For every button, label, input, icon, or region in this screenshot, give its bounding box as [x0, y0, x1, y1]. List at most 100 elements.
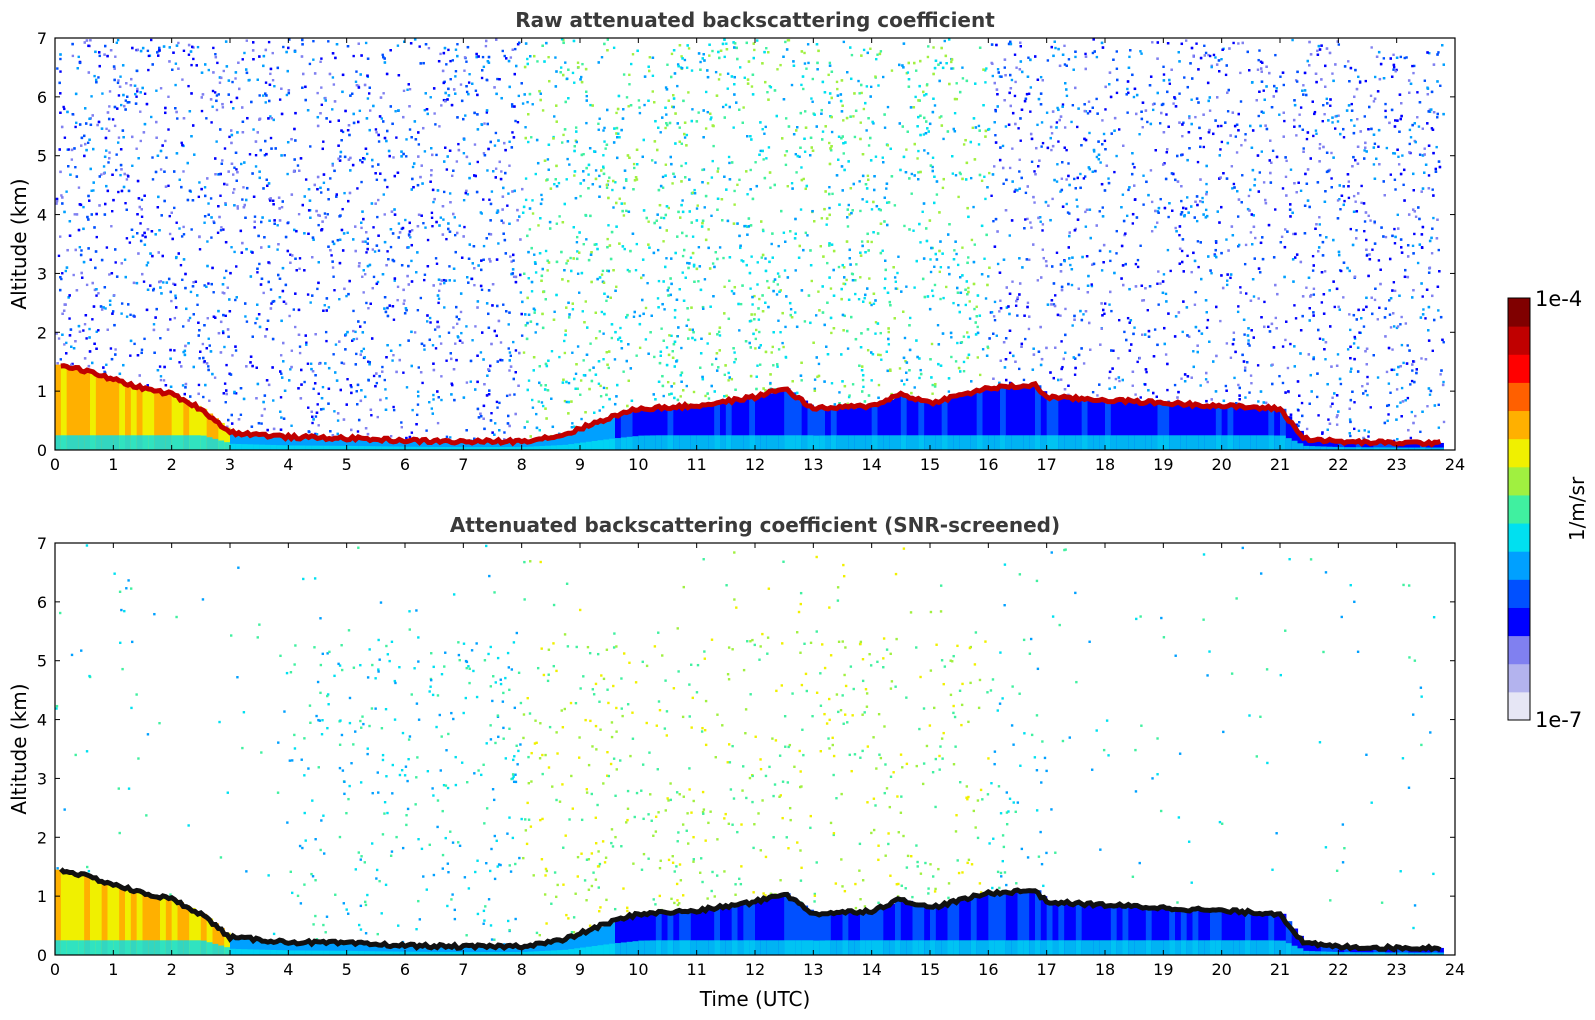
backscatter-cell	[760, 256, 763, 259]
backscatter-cell	[1279, 75, 1282, 78]
backscatter-cell	[1408, 442, 1415, 450]
backscatter-cell	[85, 283, 89, 287]
backscatter-cell	[1405, 56, 1408, 59]
backscatter-cell	[73, 213, 76, 216]
backscatter-cell	[550, 436, 558, 450]
backscatter-cell	[1140, 333, 1144, 336]
backscatter-cell	[498, 446, 505, 450]
backscatter-cell	[766, 435, 774, 450]
backscatter-cell	[1243, 369, 1247, 372]
backscatter-cell	[391, 359, 394, 362]
backscatter-cell	[207, 365, 210, 368]
backscatter-cell	[1372, 163, 1376, 166]
backscatter-cell	[167, 128, 170, 131]
backscatter-cell	[550, 350, 554, 353]
backscatter-cell	[801, 400, 809, 450]
backscatter-cell	[959, 435, 966, 450]
backscatter-cell	[847, 203, 850, 207]
backscatter-cell	[743, 76, 746, 79]
backscatter-cell	[129, 313, 132, 317]
backscatter-cell	[155, 89, 158, 92]
backscatter-cell	[1439, 84, 1442, 87]
backscatter-cell	[531, 199, 534, 202]
backscatter-cell	[392, 405, 395, 409]
backscatter-cell	[1384, 102, 1387, 106]
backscatter-cell	[950, 336, 953, 339]
backscatter-cell	[221, 330, 225, 333]
backscatter-cell	[1131, 384, 1134, 387]
backscatter-cell	[950, 60, 953, 64]
backscatter-cell	[376, 215, 379, 219]
backscatter-cell	[701, 168, 704, 172]
backscatter-cell	[1204, 208, 1208, 212]
backscatter-cell	[622, 370, 625, 373]
backscatter-cell	[104, 307, 107, 310]
backscatter-cell	[216, 61, 219, 65]
backscatter-cell	[783, 269, 787, 272]
backscatter-cell	[74, 125, 77, 129]
backscatter-cell	[602, 358, 605, 361]
backscatter-cell	[376, 280, 380, 284]
backscatter-cell	[355, 70, 358, 73]
backscatter-cell	[607, 224, 610, 227]
backscatter-cell	[440, 375, 443, 378]
backscatter-cell	[101, 92, 104, 95]
backscatter-cell	[292, 308, 296, 311]
backscatter-cell	[202, 395, 205, 399]
backscatter-cell	[1230, 165, 1234, 168]
backscatter-cell	[753, 313, 756, 316]
backscatter-cell	[367, 360, 370, 363]
backscatter-cell	[235, 443, 243, 450]
backscatter-cell	[208, 344, 211, 347]
backscatter-cell	[1060, 340, 1063, 343]
backscatter-cell	[1271, 149, 1275, 153]
backscatter-cell	[371, 248, 375, 251]
backscatter-cell	[602, 166, 605, 170]
backscatter-cell	[571, 422, 574, 425]
backscatter-cell	[364, 438, 371, 450]
backscatter-cell	[145, 264, 149, 267]
backscatter-cell	[1019, 139, 1022, 142]
backscatter-cell	[464, 114, 467, 117]
backscatter-cell	[782, 345, 785, 349]
backscatter-cell	[1173, 97, 1177, 100]
backscatter-cell	[222, 69, 225, 73]
backscatter-cell	[136, 87, 139, 91]
backscatter-cell	[984, 69, 987, 72]
backscatter-cell	[331, 162, 334, 166]
backscatter-cell	[800, 83, 803, 87]
backscatter-cell	[396, 298, 399, 302]
backscatter-cell	[798, 155, 801, 158]
chart-title: Raw attenuated backscattering coefficien…	[515, 8, 995, 32]
backscatter-cell	[825, 223, 828, 226]
backscatter-cell	[111, 118, 115, 121]
backscatter-cell	[546, 269, 549, 272]
backscatter-cell	[480, 441, 488, 450]
backscatter-cell	[352, 309, 355, 313]
backscatter-cell	[1245, 407, 1252, 450]
backscatter-cell	[417, 366, 420, 369]
backscatter-cell	[924, 435, 931, 450]
backscatter-cell	[1026, 217, 1029, 221]
backscatter-cell	[794, 269, 797, 272]
backscatter-cell	[603, 439, 610, 450]
backscatter-cell	[530, 136, 533, 139]
backscatter-cell	[321, 385, 325, 389]
backscatter-cell	[1199, 384, 1202, 387]
backscatter-cell	[858, 180, 861, 183]
backscatter-cell	[999, 299, 1002, 302]
backscatter-cell	[465, 325, 468, 328]
backscatter-cell	[919, 241, 922, 244]
backscatter-cell	[686, 261, 689, 265]
backscatter-cell	[372, 226, 375, 229]
backscatter-cell	[1210, 272, 1213, 275]
backscatter-cell	[66, 435, 74, 450]
backscatter-cell	[1070, 398, 1077, 450]
backscatter-cell	[1411, 244, 1415, 248]
backscatter-cell	[1103, 302, 1107, 305]
backscatter-cell	[877, 84, 880, 87]
backscatter-cell	[976, 391, 984, 450]
backscatter-cell	[613, 358, 617, 361]
backscatter-cell	[320, 57, 323, 60]
backscatter-cell	[667, 206, 670, 210]
